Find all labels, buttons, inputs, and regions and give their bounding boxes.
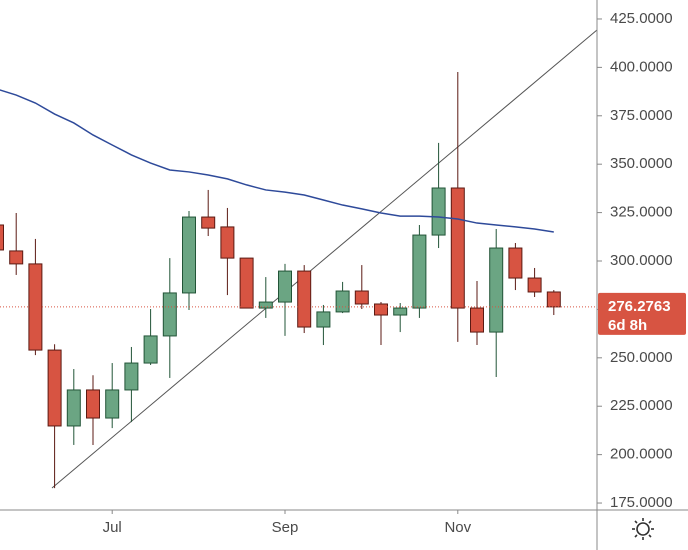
- candle-body: [374, 303, 388, 316]
- candle-body: [546, 291, 561, 308]
- candle-body: [470, 307, 484, 333]
- candle-body: [335, 290, 350, 313]
- y-tick-label: 375.0000: [610, 107, 673, 124]
- y-tick-label: 350.0000: [610, 155, 673, 172]
- plot-area: [0, 29, 597, 489]
- candle-body: [105, 389, 120, 419]
- candle-body: [450, 187, 465, 309]
- candle-body: [297, 270, 312, 328]
- last-price-box: [598, 292, 686, 335]
- x-tick-label: Sep: [272, 519, 299, 536]
- y-tick-label: 250.0000: [610, 349, 673, 366]
- y-tick-label: 300.0000: [610, 252, 673, 269]
- candle-body: [489, 247, 504, 333]
- candle-body: [508, 247, 523, 279]
- y-tick-label: 175.0000: [610, 494, 673, 511]
- y-tick-label: 400.0000: [610, 58, 673, 75]
- x-tick-label: Nov: [444, 519, 471, 536]
- y-tick-label: 325.0000: [610, 204, 673, 221]
- settings-icon[interactable]: [632, 518, 654, 540]
- candle-body: [412, 234, 427, 309]
- candle-body: [201, 216, 216, 229]
- y-tick-label: 425.0000: [610, 10, 673, 27]
- moving-average: [0, 89, 554, 233]
- trend-line: [51, 29, 597, 489]
- candle-body: [182, 216, 196, 294]
- candle-body: [86, 389, 100, 419]
- candle-body: [124, 362, 139, 391]
- candle-body: [220, 226, 235, 259]
- candle-body: [0, 224, 4, 251]
- candle-body: [393, 307, 408, 316]
- countdown-label: 6d 8h: [608, 317, 647, 334]
- candle-body: [278, 270, 292, 303]
- candle-body: [258, 301, 273, 309]
- candle-body: [47, 349, 62, 427]
- last-price-label: 276.2763: [608, 298, 671, 315]
- candle-body: [143, 335, 158, 364]
- candle-body: [354, 290, 369, 305]
- y-tick-label: 225.0000: [610, 397, 673, 414]
- candle-body: [431, 187, 446, 236]
- candle-body: [66, 389, 81, 427]
- candle-body: [527, 277, 542, 293]
- candle-body: [316, 311, 331, 328]
- candle-body: [28, 263, 43, 351]
- y-tick-label: 200.0000: [610, 446, 673, 463]
- candle-body: [9, 250, 24, 265]
- x-tick-label: Jul: [103, 519, 122, 536]
- candle-body: [239, 257, 254, 309]
- candle-body: [162, 292, 177, 337]
